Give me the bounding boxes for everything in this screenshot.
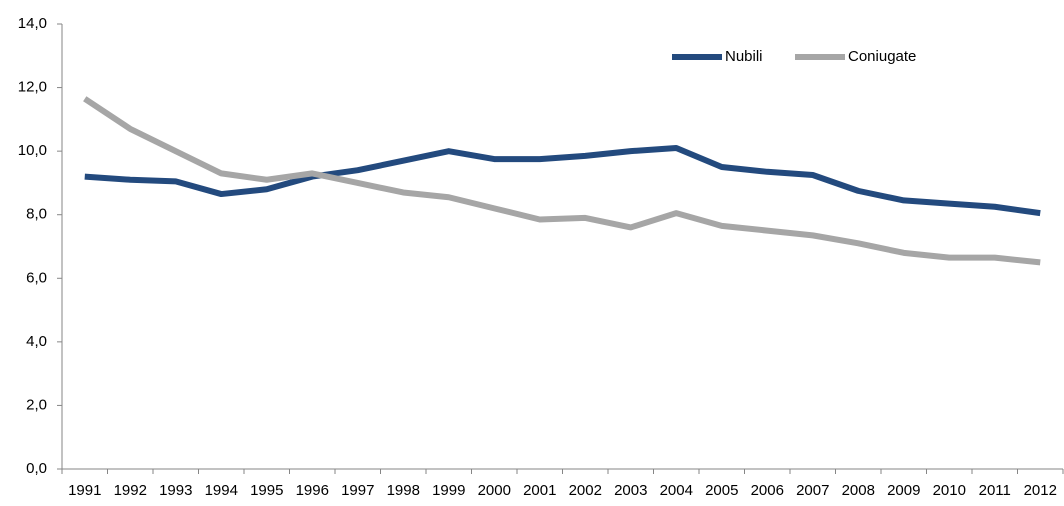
x-tick-label: 2004 [660,482,693,499]
y-tick-label: 10,0 [18,142,47,159]
x-tick-label: 2002 [569,482,602,499]
x-tick-label: 2003 [614,482,647,499]
x-tick-label: 1992 [114,482,147,499]
legend-label: Coniugate [848,48,916,65]
x-tick-label: 1995 [250,482,283,499]
y-tick-label: 14,0 [18,15,47,32]
x-tick-label: 1996 [296,482,329,499]
y-tick-label: 0,0 [26,460,47,477]
y-tick-label: 6,0 [26,269,47,286]
x-tick-label: 1998 [387,482,420,499]
y-tick-label: 2,0 [26,396,47,413]
series-line [83,96,1041,266]
x-tick-label: 2008 [842,482,875,499]
x-tick-label: 2005 [705,482,738,499]
series-line [84,144,1041,217]
x-tick-label: 1997 [341,482,374,499]
y-tick-label: 4,0 [26,333,47,350]
x-tick-label: 1991 [68,482,101,499]
x-tick-label: 2009 [887,482,920,499]
legend-label: Nubili [725,48,763,65]
x-tick-label: 2007 [796,482,829,499]
x-tick-label: 1993 [159,482,192,499]
x-tick-label: 2000 [478,482,511,499]
x-tick-label: 1999 [432,482,465,499]
x-tick-label: 2010 [933,482,966,499]
y-tick-label: 12,0 [18,79,47,96]
y-tick-label: 8,0 [26,206,47,223]
x-tick-label: 1994 [205,482,238,499]
x-tick-label: 2012 [1024,482,1057,499]
x-tick-label: 2011 [979,482,1011,499]
x-tick-label: 2001 [523,482,556,499]
x-tick-label: 2006 [751,482,784,499]
